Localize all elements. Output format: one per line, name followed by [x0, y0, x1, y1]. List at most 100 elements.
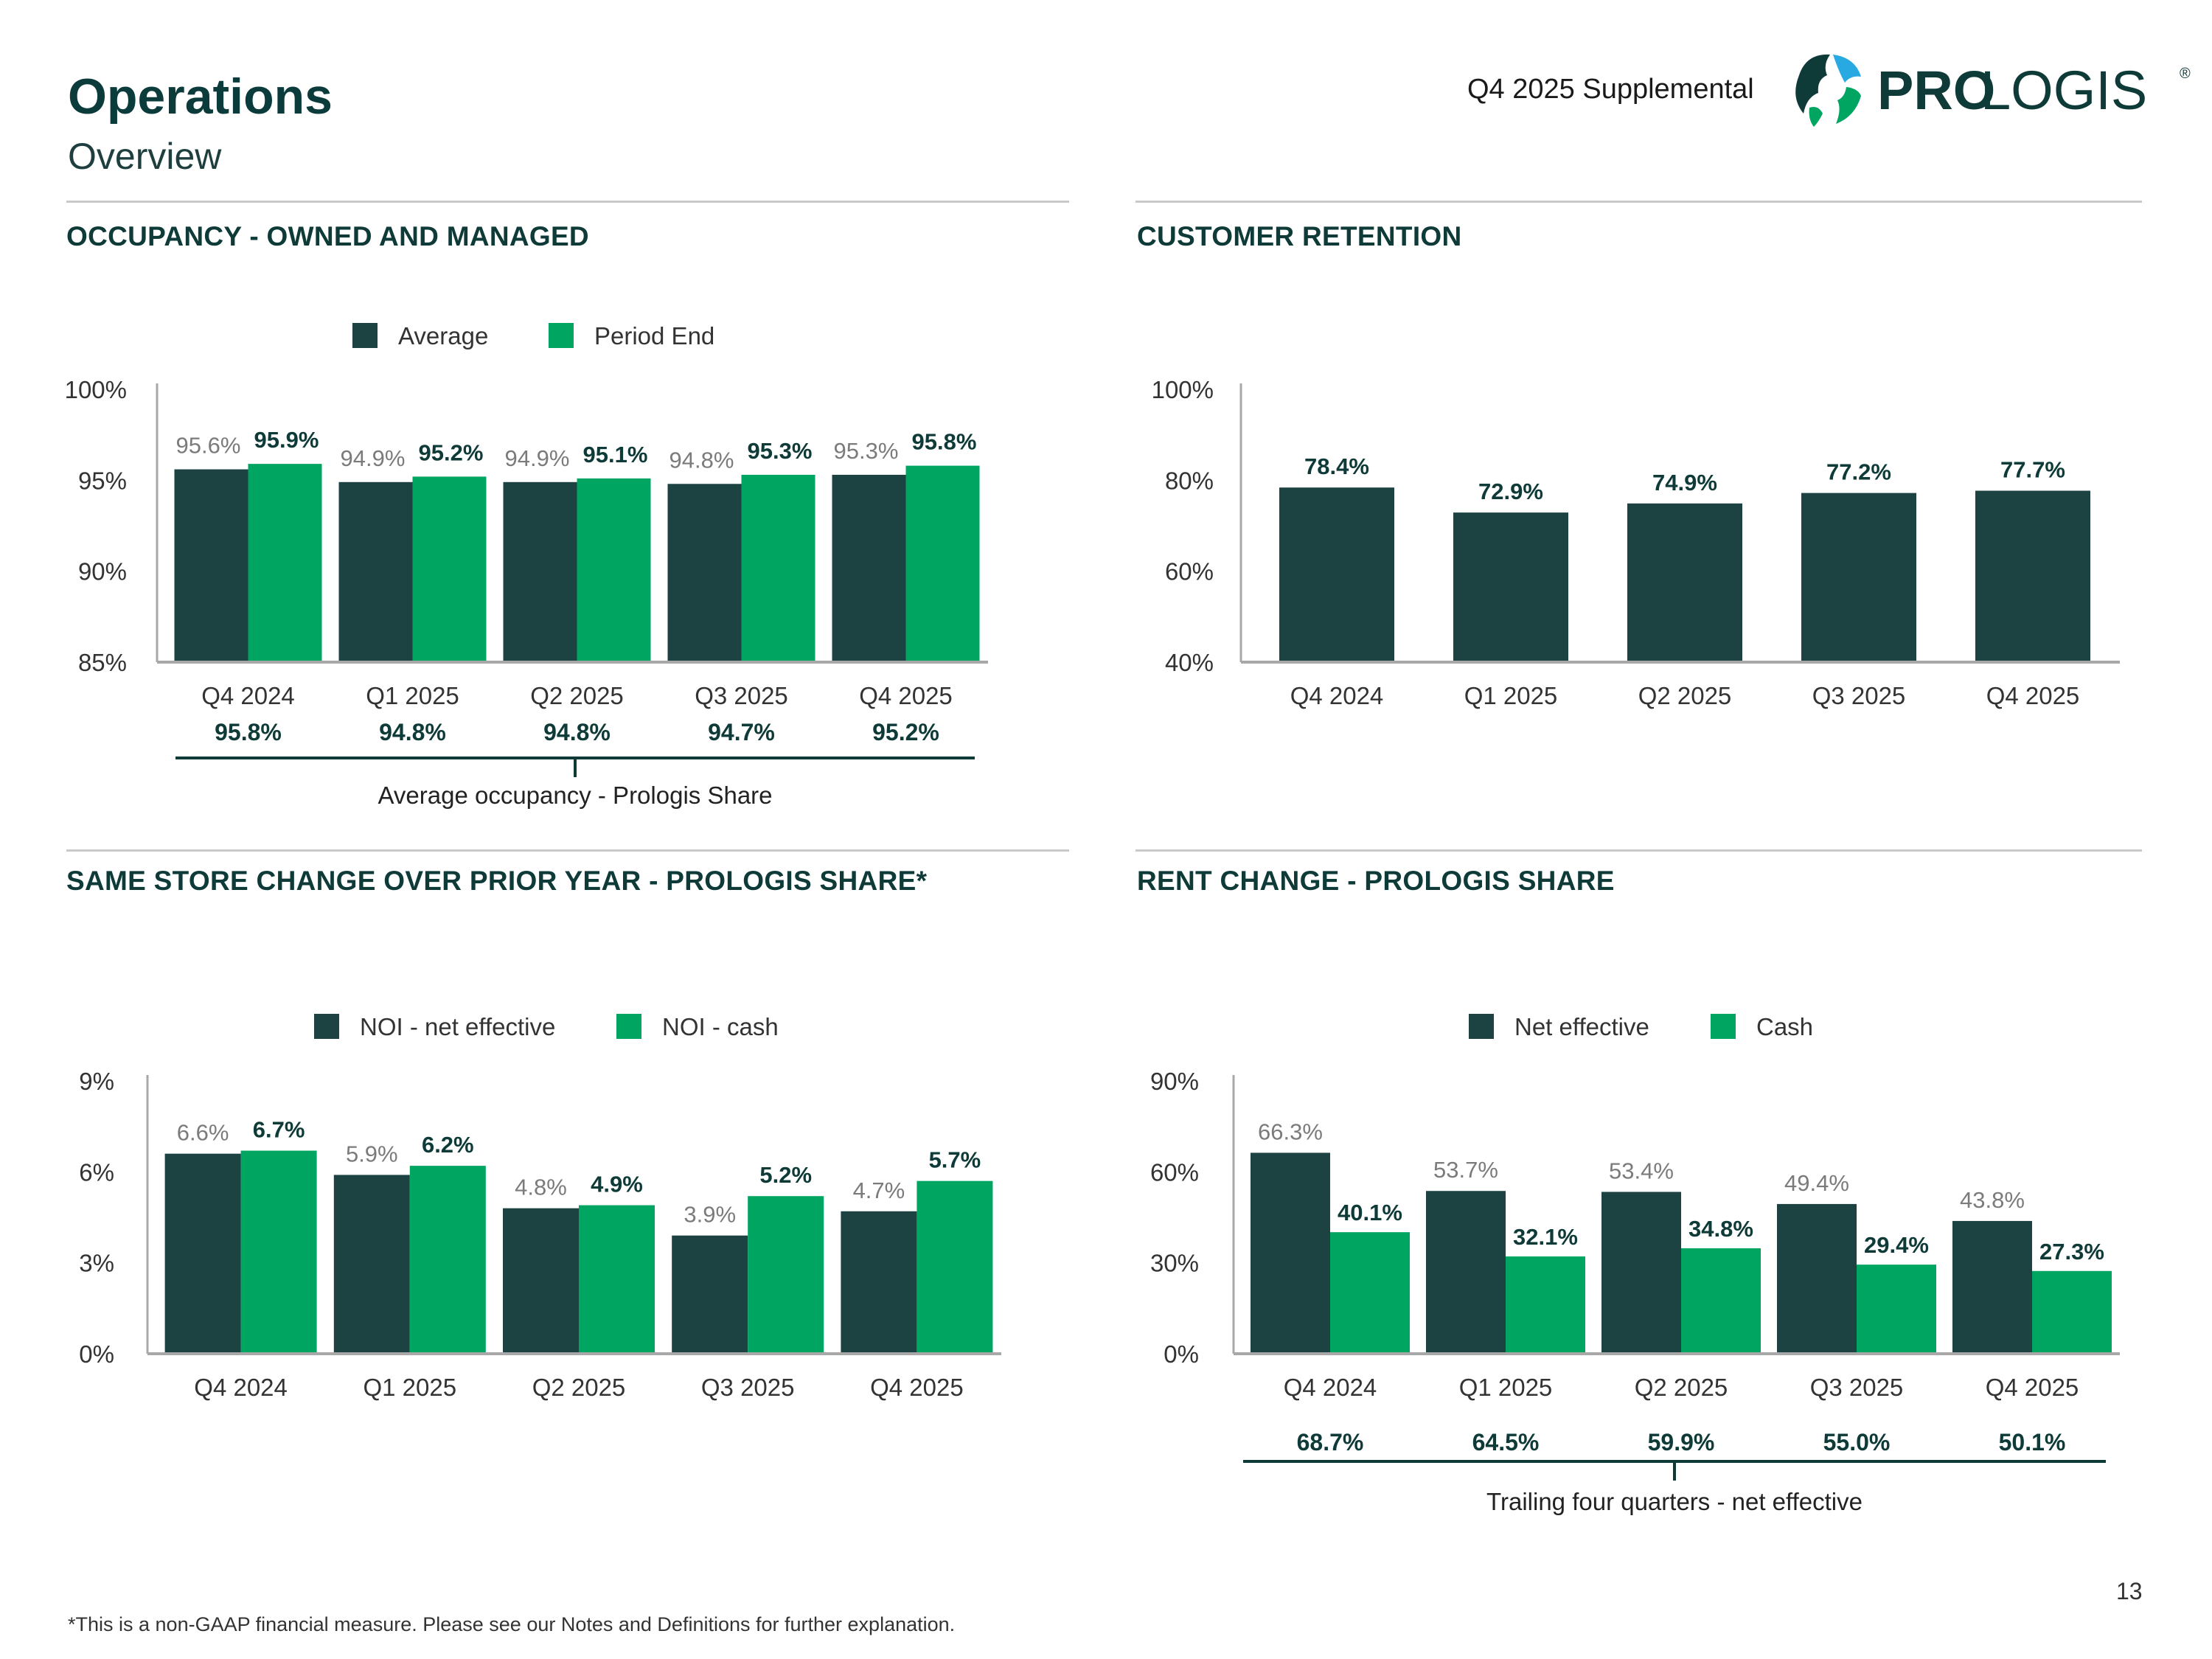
data-label: 95.8%: [912, 429, 977, 455]
y-tick-label: 40%: [1165, 649, 1214, 676]
y-tick-label: 80%: [1165, 467, 1214, 494]
legend-label: NOI - cash: [662, 1013, 779, 1040]
x-tick-label: Q2 2025: [530, 682, 624, 709]
data-label: 95.3%: [834, 438, 899, 464]
summary-label: Trailing four quarters - net effective: [1486, 1488, 1863, 1515]
logo-text-bold: PRO: [1877, 60, 1995, 121]
legend-label: Average: [398, 322, 488, 349]
x-tick-label: Q4 2025: [1986, 1374, 2079, 1401]
data-label: 3.9%: [684, 1202, 736, 1228]
data-label: 95.6%: [176, 433, 241, 459]
bar: [1857, 1265, 1936, 1354]
data-label: 5.7%: [929, 1147, 981, 1173]
bar: [1330, 1232, 1410, 1354]
bar: [248, 464, 322, 662]
bar: [841, 1211, 917, 1354]
x-tick-label: Q3 2025: [1810, 1374, 1904, 1401]
bar: [1952, 1220, 2032, 1354]
globe-icon: [1792, 53, 1863, 127]
logo-text-light: LOGIS: [1980, 60, 2147, 121]
x-tick-label: Q3 2025: [701, 1374, 795, 1401]
y-tick-label: 95%: [78, 467, 127, 494]
bar: [577, 478, 651, 662]
page-number: 13: [2116, 1578, 2143, 1604]
y-tick-label: 100%: [1152, 376, 1214, 403]
x-tick-label: Q2 2025: [1635, 1374, 1728, 1401]
data-label: 43.8%: [1960, 1187, 2025, 1213]
footnote: *This is a non-GAAP financial measure. P…: [68, 1613, 956, 1635]
bar: [1426, 1191, 1506, 1354]
bar: [503, 481, 577, 662]
data-label: 34.8%: [1688, 1216, 1753, 1242]
x-tick-label: Q4 2024: [201, 682, 295, 709]
y-tick-label: 9%: [79, 1068, 114, 1095]
x-tick-label: Q1 2025: [366, 682, 459, 709]
y-tick-label: 90%: [1150, 1068, 1199, 1095]
section-divider: [66, 201, 1069, 203]
section-divider: [66, 849, 1069, 852]
data-label: 29.4%: [1864, 1232, 1929, 1258]
data-label: 74.9%: [1652, 470, 1717, 495]
legend-swatch: [616, 1014, 641, 1039]
prologis-logo: PRO LOGIS ®: [1792, 53, 2191, 127]
y-tick-label: 90%: [78, 558, 127, 585]
summary-value: 68.7%: [1297, 1429, 1364, 1455]
legend-swatch: [352, 323, 378, 348]
summary-label: Average occupancy - Prologis Share: [378, 782, 772, 809]
x-tick-label: Q3 2025: [695, 682, 788, 709]
data-label: 6.6%: [177, 1120, 229, 1146]
data-label: 94.8%: [669, 447, 734, 473]
bar: [333, 1175, 410, 1354]
data-label: 40.1%: [1338, 1200, 1402, 1225]
summary-value: 64.5%: [1472, 1429, 1540, 1455]
data-label: 4.7%: [853, 1178, 905, 1203]
x-tick-label: Q4 2024: [1290, 682, 1384, 709]
x-tick-label: Q4 2024: [1284, 1374, 1377, 1401]
data-label: 72.9%: [1478, 479, 1543, 504]
legend-swatch: [314, 1014, 339, 1039]
supplemental-label: Q4 2025 Supplemental: [1467, 74, 1754, 105]
summary-value: 94.7%: [708, 719, 775, 745]
bar: [174, 469, 248, 662]
legend-label: Cash: [1756, 1013, 1813, 1040]
bar: [1777, 1203, 1857, 1354]
y-tick-label: 60%: [1150, 1158, 1199, 1186]
x-tick-label: Q4 2025: [859, 682, 953, 709]
data-label: 32.1%: [1513, 1224, 1578, 1250]
data-label: 77.7%: [2000, 457, 2065, 483]
bar: [409, 1166, 486, 1354]
bar: [1279, 487, 1394, 662]
data-label: 6.2%: [422, 1132, 474, 1158]
rentchange-title: RENT CHANGE - PROLOGIS SHARE: [1137, 866, 1615, 896]
section-divider: [1135, 849, 2142, 852]
bar: [338, 481, 413, 662]
summary-value: 95.8%: [215, 719, 282, 745]
legend-swatch: [1711, 1014, 1736, 1039]
legend-label: Period End: [594, 322, 714, 349]
bar: [1453, 512, 1568, 662]
x-tick-label: Q4 2025: [1986, 682, 2080, 709]
bar: [832, 474, 906, 662]
bar: [1601, 1192, 1681, 1354]
bar: [1506, 1256, 1585, 1354]
bar: [240, 1150, 317, 1354]
page-subtitle: Overview: [68, 136, 222, 177]
x-tick-label: Q1 2025: [1459, 1374, 1553, 1401]
bar: [1681, 1248, 1761, 1354]
summary-value: 94.8%: [379, 719, 446, 745]
bar: [2032, 1270, 2112, 1354]
x-tick-label: Q4 2024: [194, 1374, 288, 1401]
x-tick-label: Q2 2025: [1638, 682, 1732, 709]
y-tick-label: 6%: [79, 1158, 114, 1186]
data-label: 66.3%: [1258, 1119, 1323, 1144]
data-label: 27.3%: [2039, 1239, 2104, 1265]
bar: [579, 1205, 655, 1354]
legend-label: NOI - net effective: [360, 1013, 555, 1040]
data-label: 95.9%: [254, 427, 319, 453]
x-tick-label: Q3 2025: [1812, 682, 1906, 709]
y-tick-label: 100%: [65, 376, 127, 403]
bar: [164, 1153, 241, 1354]
data-label: 95.1%: [583, 442, 648, 467]
data-label: 4.8%: [515, 1175, 567, 1200]
samestore-title: SAME STORE CHANGE OVER PRIOR YEAR - PROL…: [66, 866, 928, 896]
